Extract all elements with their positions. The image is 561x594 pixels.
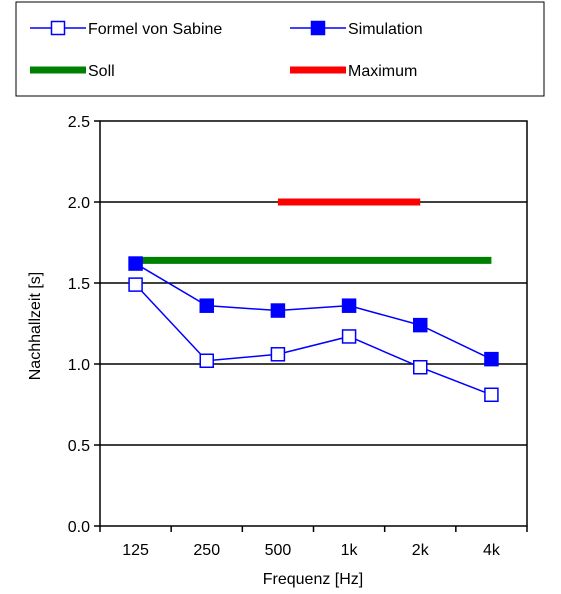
x-tick-label: 125 (122, 542, 149, 559)
data-point-formel-von-sabine (199, 353, 214, 369)
y-tick-label: 2.0 (68, 195, 90, 212)
data-point-formel-von-sabine (484, 387, 499, 403)
data-point-simulation (484, 351, 499, 367)
series-line-formel-von-sabine (135, 284, 492, 396)
data-point-formel-von-sabine (270, 347, 286, 362)
y-axis: 0.0 0.5 1.0 1.5 2.0 2.5 (68, 114, 100, 536)
data-point-formel-von-sabine (341, 329, 357, 344)
legend-items: Formel von Sabine Simulation Soll Maximum (30, 20, 423, 80)
legend-label-formel-von-sabine: Formel von Sabine (88, 21, 222, 38)
data-point-simulation (270, 303, 286, 318)
x-axis: 125 250 500 1k 2k 4k (99, 526, 528, 559)
series-markers (128, 256, 499, 403)
x-tick-label: 250 (193, 542, 220, 559)
legend-label-maximum: Maximum (348, 63, 417, 80)
y-tick-label: 2.5 (68, 114, 90, 131)
data-point-simulation (413, 317, 428, 333)
plot-frame (99, 120, 528, 527)
plot-area: 0.0 0.5 1.0 1.5 2.0 2.5 125 250 500 1k 2k 4k (68, 114, 528, 559)
y-tick-label: 0.0 (68, 519, 90, 536)
series-line-simulation (135, 262, 492, 360)
legend-frame (15, 1, 545, 97)
y-tick-label: 1.5 (68, 276, 90, 293)
legend: Formel von Sabine Simulation Soll Maximum (15, 1, 545, 97)
data-point-formel-von-sabine (128, 277, 143, 292)
y-tick-label: 0.5 (68, 438, 90, 455)
x-axis-label: Frequenz [Hz] (263, 571, 363, 588)
series-lines (135, 198, 492, 396)
x-tick-label: 2k (412, 542, 430, 559)
gridlines (100, 201, 527, 446)
data-point-simulation (341, 298, 357, 313)
legend-marker-formel-von-sabine (50, 20, 66, 36)
x-tick-label: 1k (341, 542, 359, 559)
data-point-simulation (128, 256, 143, 271)
x-tick-label: 500 (265, 542, 292, 559)
legend-label-simulation: Simulation (348, 21, 423, 38)
x-tick-label: 4k (483, 542, 501, 559)
y-tick-label: 1.0 (68, 357, 90, 374)
y-axis-label: Nachhallzeit [s] (27, 272, 44, 381)
legend-label-soll: Soll (88, 63, 115, 80)
legend-marker-simulation (310, 20, 326, 36)
data-point-simulation (199, 298, 214, 313)
data-point-formel-von-sabine (413, 359, 428, 375)
